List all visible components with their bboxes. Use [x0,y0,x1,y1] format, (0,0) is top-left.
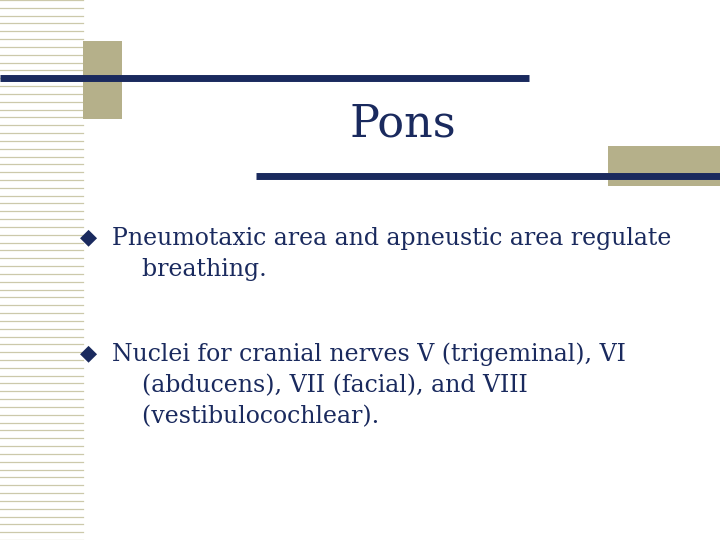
Text: ◆: ◆ [80,227,97,247]
Bar [83,40,122,119]
Text: ◆: ◆ [80,343,97,363]
Text: Pons: Pons [350,103,456,146]
Bar [608,146,720,186]
Text: Nuclei for cranial nerves V (trigeminal), VI
    (abducens), VII (facial), and V: Nuclei for cranial nerves V (trigeminal)… [112,343,626,429]
Text: Pneumotaxic area and apneustic area regulate
    breathing.: Pneumotaxic area and apneustic area regu… [112,227,671,281]
